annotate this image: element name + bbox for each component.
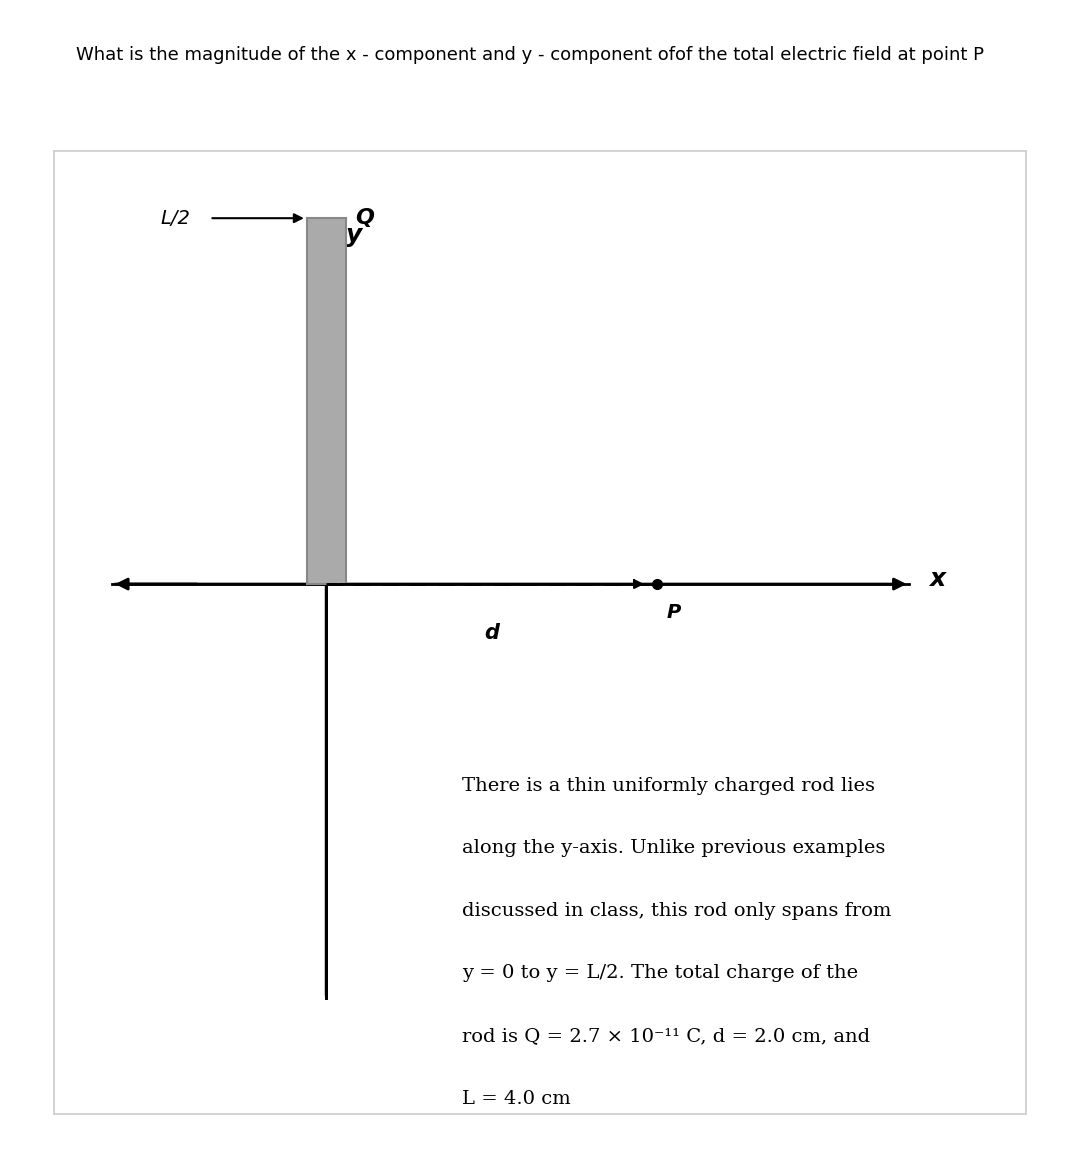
- Text: L = 4.0 cm: L = 4.0 cm: [462, 1089, 571, 1108]
- Text: rod is Q = 2.7 × 10⁻¹¹ C, d = 2.0 cm, and: rod is Q = 2.7 × 10⁻¹¹ C, d = 2.0 cm, an…: [462, 1027, 870, 1045]
- Text: Q: Q: [355, 208, 374, 229]
- Text: discussed in class, this rod only spans from: discussed in class, this rod only spans …: [462, 901, 892, 920]
- Text: x: x: [929, 567, 945, 592]
- Text: d: d: [484, 623, 499, 643]
- Text: There is a thin uniformly charged rod lies: There is a thin uniformly charged rod li…: [462, 777, 875, 795]
- Text: P: P: [666, 603, 680, 622]
- Text: y = 0 to y = L/2. The total charge of the: y = 0 to y = L/2. The total charge of th…: [462, 964, 859, 983]
- Text: along the y-axis. Unlike previous examples: along the y-axis. Unlike previous exampl…: [462, 839, 886, 857]
- Bar: [307, 218, 346, 583]
- Text: y: y: [346, 223, 362, 247]
- Text: What is the magnitude of the x - component and y - component ofof the total elec: What is the magnitude of the x - compone…: [76, 46, 984, 65]
- Text: L/2: L/2: [160, 209, 190, 227]
